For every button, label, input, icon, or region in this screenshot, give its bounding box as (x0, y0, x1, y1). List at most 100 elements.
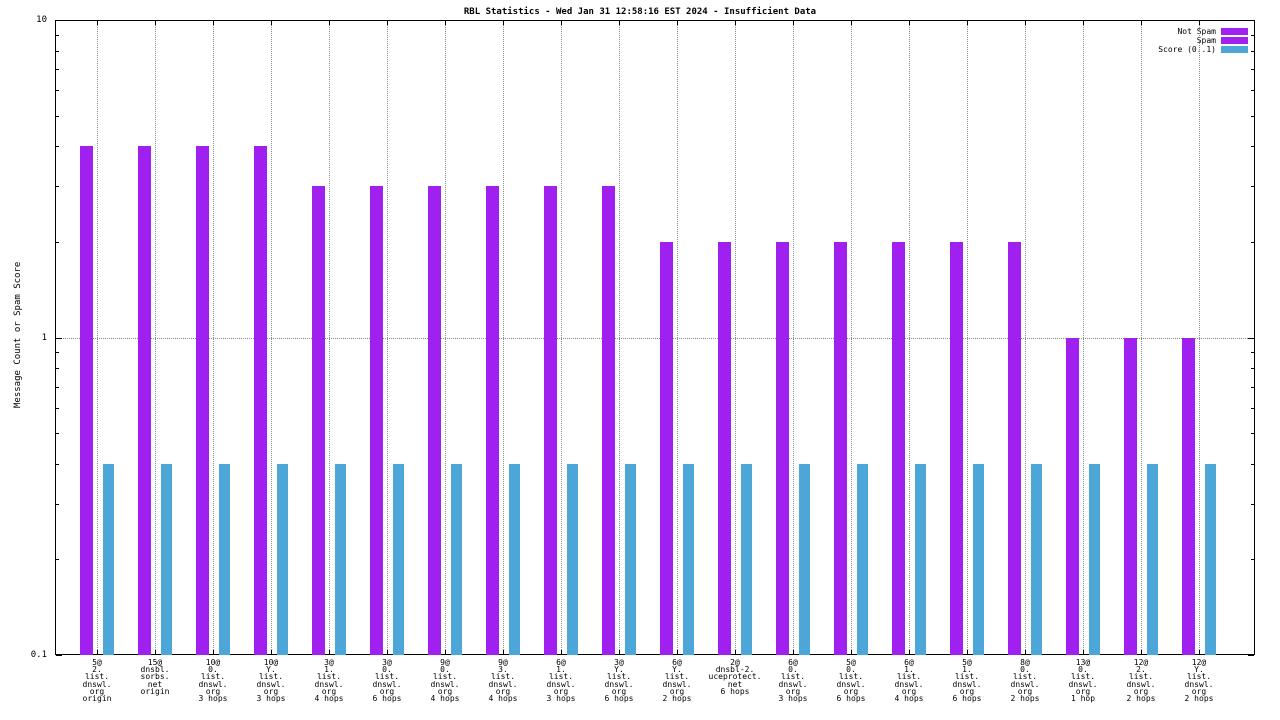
x-tick-label-line: 3@ (614, 658, 624, 667)
y-tick-mark (56, 20, 62, 21)
x-tick-mark (1141, 21, 1142, 25)
y-minor-tick-mark (1251, 352, 1254, 354)
y-minor-tick-mark (1251, 69, 1254, 71)
x-tick-label-line: 5@ (92, 658, 102, 667)
x-tick-label-line: 13@ (1075, 658, 1091, 667)
x-tick-label-line: org (1133, 686, 1149, 696)
legend-label: Not Spam (1177, 26, 1216, 36)
bar-score (277, 463, 288, 655)
x-tick-label: 12@ Y. list. dnswl. org 2 hops (1170, 658, 1228, 702)
x-tick-label-line: Y. (266, 665, 276, 675)
x-tick-label-line: list. (432, 672, 458, 682)
x-tick-label-line: dnswl. (1010, 679, 1040, 689)
x-tick-label-line: 1. (324, 665, 334, 675)
x-tick-label-line: org (553, 686, 569, 696)
legend-swatch (1221, 45, 1248, 53)
x-tick-label-line: sorbs. (140, 672, 170, 682)
grid-line-horizontal (56, 337, 1254, 339)
x-tick-label-line: Y. (1194, 665, 1204, 675)
x-tick-mark (967, 21, 968, 25)
x-tick-label-line: 0. (1078, 665, 1088, 675)
bar-not-spam (80, 146, 93, 655)
x-tick-label-line: 1. (904, 665, 914, 675)
x-tick-mark (677, 21, 678, 25)
bar-score (741, 463, 752, 655)
x-tick-label-line: 6@ (672, 658, 682, 667)
x-tick-label-line: 0. (440, 665, 450, 675)
x-tick-label-line: dnswl. (952, 679, 982, 689)
x-tick-label-line: org (205, 686, 221, 696)
x-tick-label-line: 4 hops (430, 694, 460, 704)
x-tick-label-line: dnswl. (372, 679, 402, 689)
x-tick-label-line: dnswl. (1068, 679, 1098, 689)
bar-not-spam (602, 186, 615, 655)
x-tick-label-line: uceprotect. (708, 672, 762, 682)
x-tick-label-line: 6@ (788, 658, 798, 667)
x-tick-mark (1083, 650, 1084, 654)
x-tick-label-line: list. (1128, 672, 1154, 682)
y-minor-tick-mark (56, 559, 59, 561)
x-tick-label-line: net (147, 679, 163, 689)
bar-not-spam (544, 186, 557, 655)
y-minor-tick-mark (1251, 503, 1254, 505)
y-minor-tick-mark (56, 241, 59, 243)
bar-not-spam (196, 146, 209, 655)
x-tick-mark (735, 650, 736, 654)
y-minor-tick-mark (56, 90, 59, 92)
x-tick-label-line: 2. (92, 665, 102, 675)
x-tick-label-line: dnsbl-2. (715, 665, 755, 675)
y-minor-tick-mark (56, 146, 59, 148)
bar-not-spam (486, 186, 499, 655)
x-tick-mark (1025, 650, 1026, 654)
x-tick-label-line: list. (1186, 672, 1212, 682)
bar-score (683, 463, 694, 655)
x-tick-label-line: 3. (498, 665, 508, 675)
x-tick-label-line: dnswl. (836, 679, 866, 689)
legend-item: Spam (1158, 36, 1248, 45)
x-tick-label-line: 15@ (147, 658, 163, 667)
bar-not-spam (834, 241, 847, 655)
x-tick-label-line: net (727, 679, 743, 689)
x-tick-label-line: list. (896, 672, 922, 682)
y-minor-tick-mark (56, 463, 59, 465)
x-tick-label-line: list. (84, 672, 110, 682)
x-tick-label-line: origin (82, 694, 112, 704)
y-minor-tick-mark (56, 352, 59, 354)
x-tick-mark (619, 21, 620, 25)
x-tick-mark (1199, 21, 1200, 25)
bar-not-spam (718, 241, 731, 655)
x-tick-label-line: org (1191, 686, 1207, 696)
x-tick-label-line: dnswl. (1126, 679, 1156, 689)
x-tick-label-line: Y. (614, 665, 624, 675)
x-tick-mark (387, 650, 388, 654)
x-tick-label-line: 8@ (1020, 658, 1030, 667)
legend-swatch (1221, 27, 1248, 35)
x-tick-label-line: list. (1070, 672, 1096, 682)
x-tick-mark (851, 21, 852, 25)
y-minor-tick-mark (1251, 34, 1254, 36)
x-tick-label: 3@ Y. list. dnswl. org 6 hops (590, 658, 648, 702)
x-tick-label-line: list. (838, 672, 864, 682)
y-minor-tick-mark (56, 503, 59, 505)
x-tick-mark (619, 650, 620, 654)
x-tick-label-line: dnswl. (256, 679, 286, 689)
y-tick-mark (1248, 337, 1254, 339)
bar-not-spam (1066, 337, 1079, 655)
x-tick-label-line: 0. (208, 665, 218, 675)
y-minor-tick-mark (1251, 146, 1254, 148)
bar-score (1089, 463, 1100, 655)
y-minor-tick-mark (1251, 386, 1254, 388)
bar-not-spam (950, 241, 963, 655)
x-tick-label-line: org (843, 686, 859, 696)
bar-not-spam (660, 241, 673, 655)
x-tick-label-line: 3 hops (198, 694, 228, 704)
x-tick-label-line: 12@ (1191, 658, 1207, 667)
x-tick-mark (503, 650, 504, 654)
bar-score (451, 463, 462, 655)
x-tick-label-line: 9@ (440, 658, 450, 667)
x-tick-mark (387, 21, 388, 25)
x-tick-label-line: org (379, 686, 395, 696)
x-tick-label-line: org (901, 686, 917, 696)
x-tick-label-line: org (263, 686, 279, 696)
